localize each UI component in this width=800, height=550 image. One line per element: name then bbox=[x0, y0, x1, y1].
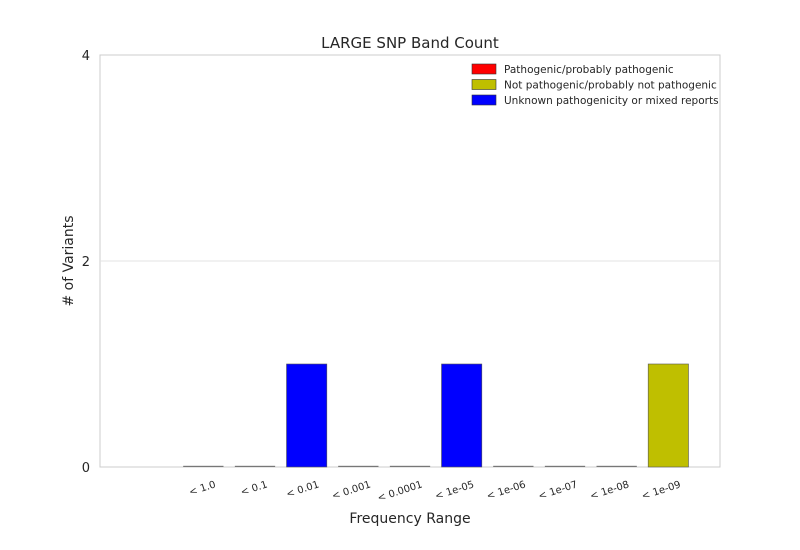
legend-label: Unknown pathogenicity or mixed reports bbox=[504, 95, 719, 107]
x-tick-label: < 0.01 bbox=[285, 479, 321, 500]
x-tick-label: < 1e-05 bbox=[434, 479, 476, 502]
bar-zero bbox=[544, 465, 586, 467]
y-tick-labels: 0 2 4 bbox=[82, 49, 90, 476]
y-tick-label: 4 bbox=[82, 49, 90, 64]
bar bbox=[647, 363, 689, 468]
x-axis-label: Frequency Range bbox=[349, 511, 470, 527]
bar-zero bbox=[234, 465, 276, 467]
x-tick-label: < 1e-06 bbox=[485, 479, 527, 502]
x-tick-label: < 0.0001 bbox=[376, 479, 424, 504]
legend-swatch bbox=[471, 79, 497, 90]
x-tick-label: < 0.001 bbox=[331, 479, 373, 502]
legend-label: Pathogenic/probably pathogenic bbox=[504, 64, 674, 76]
y-tick-label: 0 bbox=[82, 461, 90, 476]
bar-zero bbox=[183, 465, 224, 467]
y-tick-label: 2 bbox=[82, 255, 90, 270]
bar bbox=[286, 363, 328, 468]
legend-label: Not pathogenic/probably not pathogenic bbox=[504, 80, 717, 92]
bars bbox=[183, 363, 689, 468]
x-tick-label: < 1.0 bbox=[188, 479, 218, 498]
chart-title: LARGE SNP Band Count bbox=[321, 34, 499, 52]
bar-zero bbox=[338, 465, 379, 467]
bar-zero bbox=[493, 465, 534, 467]
x-tick-label: < 0.1 bbox=[239, 479, 269, 498]
x-tick-label: < 1e-09 bbox=[640, 479, 682, 502]
bar-zero bbox=[596, 465, 637, 467]
legend: Pathogenic/probably pathogenic Not pathog… bbox=[471, 63, 719, 107]
x-tick-labels: < 1.0 < 0.1 < 0.01 < 0.001 < 0.0001 < 1e-05 < … bbox=[188, 479, 683, 504]
x-tick-label: < 1e-07 bbox=[537, 479, 579, 502]
legend-swatch bbox=[471, 94, 497, 106]
bar bbox=[441, 363, 483, 468]
y-axis-label: # of Variants bbox=[61, 215, 77, 306]
bar-zero bbox=[389, 465, 431, 467]
legend-swatch bbox=[471, 63, 497, 75]
x-tick-label: < 1e-08 bbox=[589, 479, 631, 502]
